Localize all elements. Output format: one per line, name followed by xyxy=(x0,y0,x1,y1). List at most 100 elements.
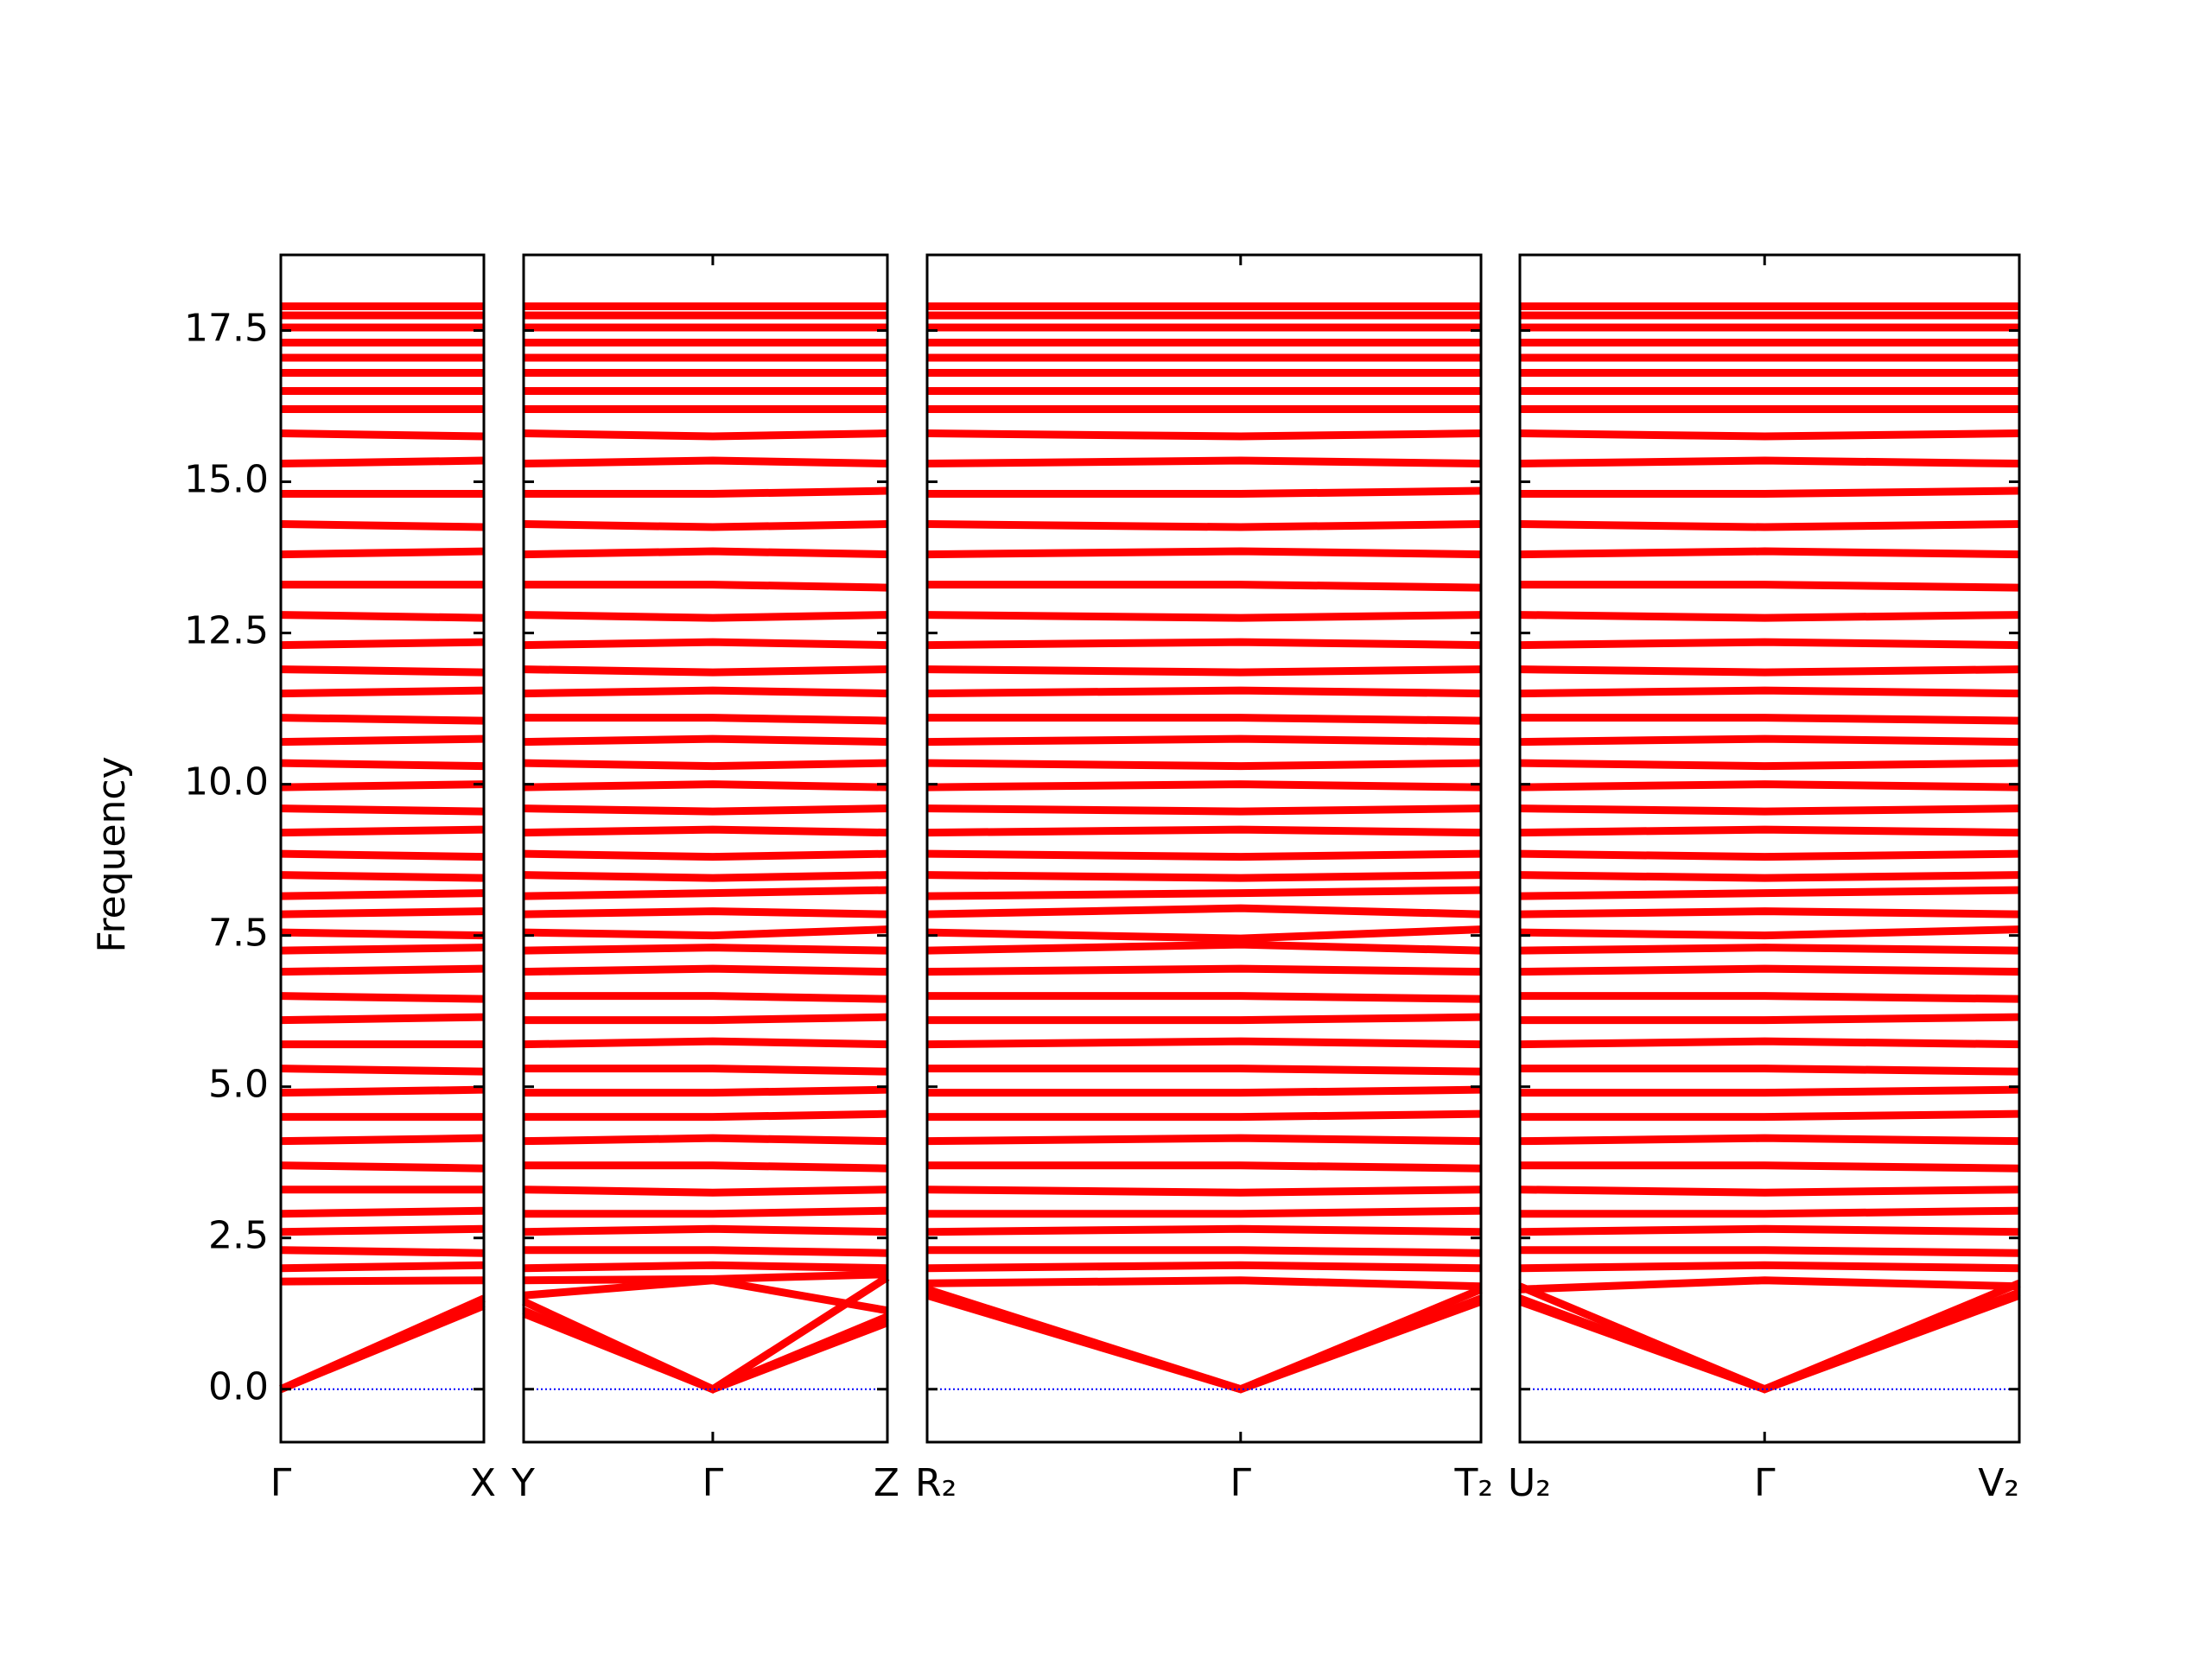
band xyxy=(523,759,888,771)
band xyxy=(523,638,888,650)
band xyxy=(927,1206,1482,1218)
band xyxy=(926,964,1482,976)
band xyxy=(524,1246,888,1257)
band xyxy=(927,486,1482,499)
y-tick-label: 17.5 xyxy=(184,307,269,351)
band xyxy=(1519,925,2020,940)
band xyxy=(1519,907,2020,918)
band xyxy=(523,1224,888,1236)
band xyxy=(927,581,1482,592)
x-tick-label: R₂ xyxy=(915,1461,957,1505)
x-tick-label: V₂ xyxy=(1978,1461,2019,1505)
x-tick-label: U₂ xyxy=(1508,1461,1551,1505)
band xyxy=(280,1085,485,1097)
panel-frame xyxy=(279,253,486,1444)
band xyxy=(523,1276,888,1315)
band xyxy=(280,928,485,940)
panel-frame xyxy=(1518,253,2021,1444)
band xyxy=(1519,825,2020,837)
band xyxy=(523,849,888,861)
band xyxy=(926,686,1482,698)
band xyxy=(524,581,888,592)
band xyxy=(926,759,1482,771)
band xyxy=(280,759,485,771)
band xyxy=(523,1270,888,1285)
band xyxy=(1519,1261,2020,1273)
band xyxy=(926,1037,1482,1049)
band xyxy=(280,686,485,698)
band xyxy=(1519,1224,2020,1236)
band xyxy=(1520,486,2020,499)
band xyxy=(1520,1013,2020,1025)
band xyxy=(927,1161,1482,1173)
band xyxy=(523,964,888,976)
band xyxy=(523,520,888,531)
band xyxy=(524,1085,888,1097)
band xyxy=(926,804,1482,816)
band xyxy=(1519,734,2020,747)
band xyxy=(1518,1288,2021,1394)
band xyxy=(523,780,888,791)
band xyxy=(280,780,485,791)
band xyxy=(280,429,485,441)
band xyxy=(926,520,1482,531)
band xyxy=(1520,992,2020,1003)
y-tick-label: 12.5 xyxy=(184,609,269,653)
band xyxy=(523,665,888,677)
band xyxy=(1519,686,2020,698)
band xyxy=(1520,581,2020,592)
y-tick-label: 5.0 xyxy=(208,1063,269,1107)
band xyxy=(926,1185,1482,1197)
band xyxy=(523,686,888,698)
band xyxy=(523,456,888,468)
band xyxy=(1519,456,2020,468)
band xyxy=(926,1134,1482,1146)
band xyxy=(925,1285,1483,1394)
band xyxy=(1519,1276,2020,1294)
band xyxy=(523,429,888,441)
y-tick-label: 15.0 xyxy=(184,458,269,502)
band xyxy=(280,714,485,725)
band xyxy=(280,1161,485,1173)
band xyxy=(1519,804,2020,816)
band xyxy=(280,1134,485,1146)
band xyxy=(280,520,485,531)
band xyxy=(523,804,888,816)
band xyxy=(926,940,1482,955)
band xyxy=(280,1013,485,1025)
band xyxy=(280,1206,485,1218)
band xyxy=(927,1246,1482,1257)
band xyxy=(280,611,485,622)
band xyxy=(279,1294,486,1393)
band xyxy=(524,1161,888,1173)
band xyxy=(280,944,485,955)
band xyxy=(523,944,888,955)
band xyxy=(926,547,1482,559)
band xyxy=(524,1206,888,1218)
band xyxy=(926,871,1482,882)
band xyxy=(1519,1134,2020,1146)
band xyxy=(1519,547,2020,559)
band xyxy=(280,734,485,747)
band xyxy=(926,849,1482,861)
band xyxy=(927,1065,1482,1076)
band xyxy=(927,1109,1482,1122)
band xyxy=(523,734,888,747)
band xyxy=(927,1013,1482,1025)
band xyxy=(523,1261,888,1273)
band xyxy=(280,871,485,882)
x-tick-label: Z xyxy=(874,1461,899,1505)
band xyxy=(280,804,485,816)
x-tick-label: Γ xyxy=(1230,1461,1252,1505)
band xyxy=(280,964,485,976)
band xyxy=(523,1185,888,1197)
band xyxy=(1519,638,2020,650)
band xyxy=(926,780,1482,791)
y-axis-label: Frequency xyxy=(90,756,134,952)
band xyxy=(926,429,1482,441)
x-tick-label: Γ xyxy=(270,1461,292,1505)
band xyxy=(926,825,1482,837)
band xyxy=(523,547,888,559)
